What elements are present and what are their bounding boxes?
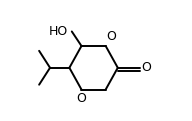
Text: HO: HO <box>48 25 68 38</box>
Text: O: O <box>106 30 116 43</box>
Text: O: O <box>77 92 86 105</box>
Text: O: O <box>141 61 151 74</box>
